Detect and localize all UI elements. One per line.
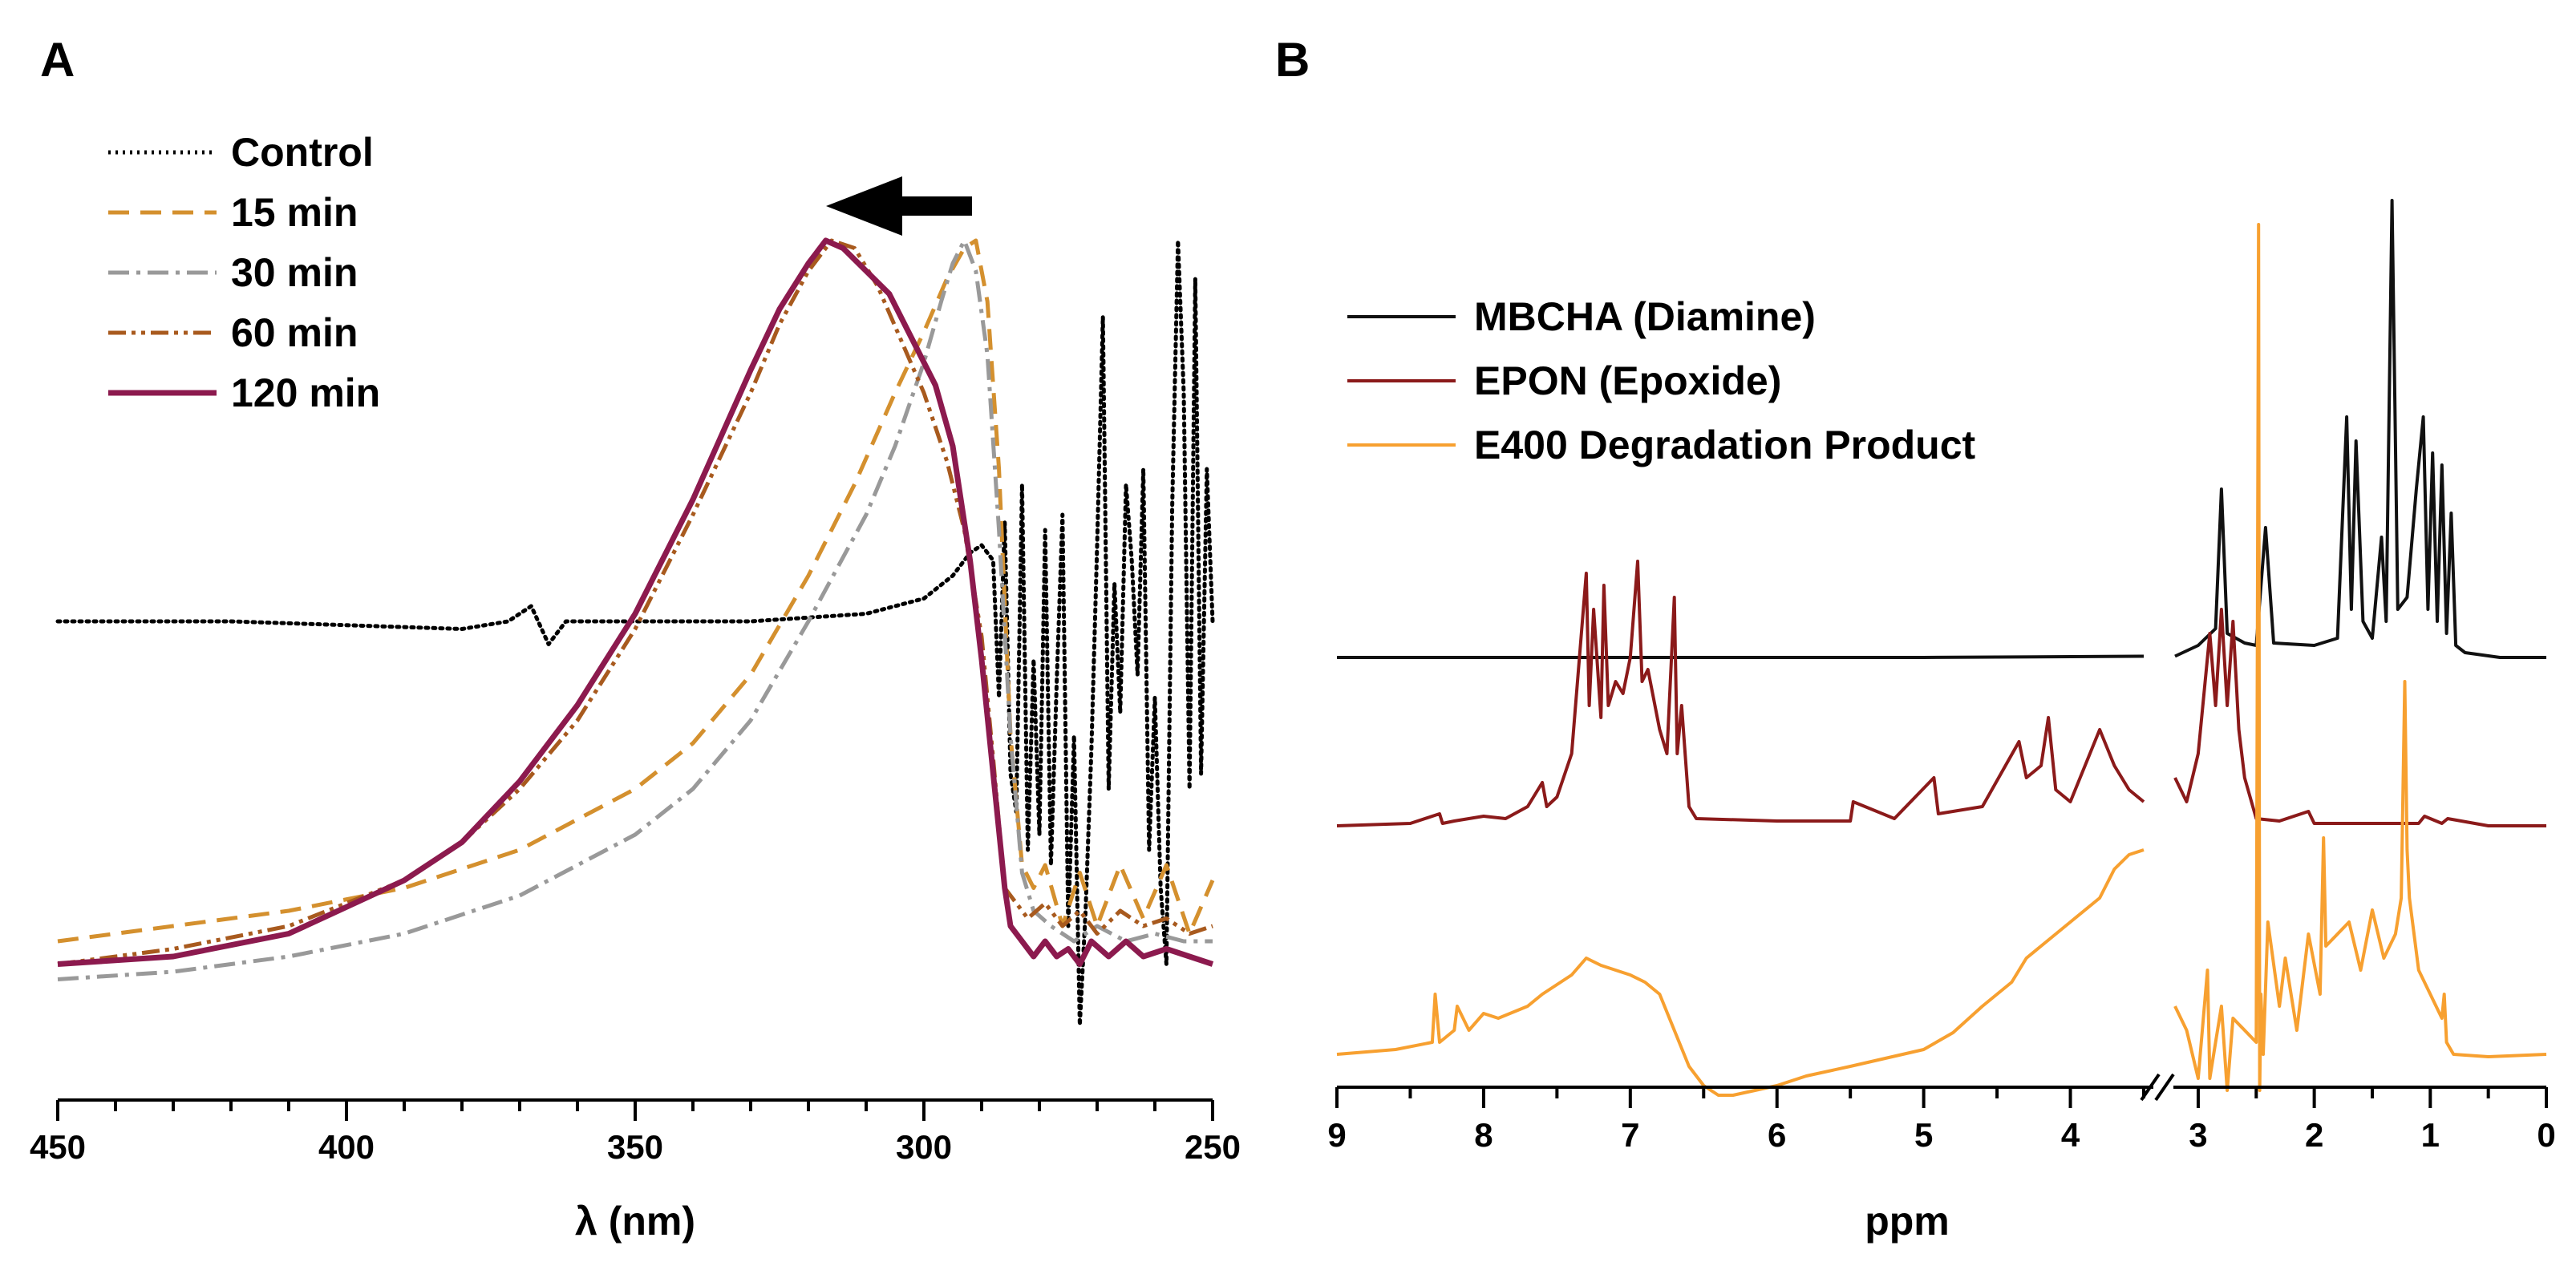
series-e400-degradation-product-right-segment <box>2173 223 2547 1092</box>
panel-a-tick-label: 400 <box>318 1128 375 1166</box>
axis-break-mark <box>2154 1073 2175 1102</box>
panel-b-series <box>1336 199 2547 1097</box>
series-control-line <box>55 238 1215 1027</box>
panel-b-x-axis <box>1337 1073 2546 1102</box>
series-mbcha-diamine-right-segment <box>2174 199 2546 659</box>
legend-label: 30 min <box>231 250 358 295</box>
panel-b-tick-label: 9 <box>1327 1116 1346 1154</box>
panel-b-tick-label: 7 <box>1621 1116 1639 1154</box>
legend-label: 120 min <box>231 370 380 415</box>
series-mbcha-diamine-left-segment <box>1337 654 2145 659</box>
panel-a-tick-label: 450 <box>30 1128 86 1166</box>
series-epon-epoxide-left-segment <box>1336 560 2145 827</box>
panel-a-ticks: 450 400 350 300 250 <box>30 1100 1241 1166</box>
legend-item-epon-epoxide: EPON (Epoxide) <box>1347 358 1781 403</box>
legend-label: 60 min <box>231 310 358 355</box>
panel-a-legend: Control 15 min 30 min 60 min 120 min <box>108 130 380 415</box>
panel-b-letter: B <box>1275 33 1310 87</box>
panel-b-tick-label: 1 <box>2421 1116 2440 1154</box>
series-120-min-line <box>57 237 1214 967</box>
legend-label: EPON (Epoxide) <box>1474 358 1781 403</box>
panel-a-plot: 450 400 350 300 250 λ (nm) Control 15 min 30 m… <box>30 130 1241 1244</box>
panel-b-tick-label: 5 <box>1914 1116 1933 1154</box>
legend-label: 15 min <box>231 190 358 235</box>
series-epon-epoxide-right-segment <box>2173 608 2546 827</box>
shift-arrow <box>826 176 972 236</box>
panel-a-tick-label: 350 <box>607 1128 663 1166</box>
legend-item-e400-degradation-product: E400 Degradation Product <box>1347 423 1975 467</box>
legend-label: E400 Degradation Product <box>1474 423 1975 467</box>
series-e400-degradation-product-left-segment <box>1336 848 2145 1097</box>
panel-a-xlabel: λ (nm) <box>575 1199 695 1244</box>
panel-b-tick-label: 0 <box>2537 1116 2555 1154</box>
panel-b-xlabel: ppm <box>1865 1199 1950 1244</box>
legend-label: Control <box>231 130 374 175</box>
series-30-min-line <box>57 238 1213 981</box>
panel-b-plot: 9 8 7 6 5 4 3 2 1 0 ppm MBCHA (Diamine) EPON (Epox… <box>1327 199 2556 1244</box>
legend-item-60-min: 60 min <box>108 310 358 355</box>
series-60-min-line <box>57 238 1213 966</box>
legend-item-30-min: 30 min <box>108 250 358 295</box>
panel-b-tick-label: 8 <box>1474 1116 1493 1154</box>
legend-item-mbcha-diamine: MBCHA (Diamine) <box>1347 294 1816 339</box>
panel-b-ticks: 9 8 7 6 5 4 3 2 1 0 <box>1327 1087 2556 1154</box>
series-15-min-line <box>57 238 1215 944</box>
panel-b-tick-label: 6 <box>1768 1116 1786 1154</box>
legend-label: MBCHA (Diamine) <box>1474 294 1816 339</box>
legend-item-120-min: 120 min <box>108 370 380 415</box>
panel-a-tick-label: 250 <box>1185 1128 1241 1166</box>
legend-item-15-min: 15 min <box>108 190 358 235</box>
panel-b-tick-label: 3 <box>2189 1116 2207 1154</box>
panel-a-series <box>55 237 1215 1027</box>
panel-b-tick-label: 4 <box>2061 1116 2080 1154</box>
panel-b-legend: MBCHA (Diamine) EPON (Epoxide) E400 Degrad… <box>1347 294 1975 467</box>
panel-a-letter: A <box>40 33 75 87</box>
panel-b-tick-label: 2 <box>2305 1116 2323 1154</box>
legend-item-control: Control <box>108 130 374 175</box>
panel-a-tick-label: 300 <box>896 1128 952 1166</box>
